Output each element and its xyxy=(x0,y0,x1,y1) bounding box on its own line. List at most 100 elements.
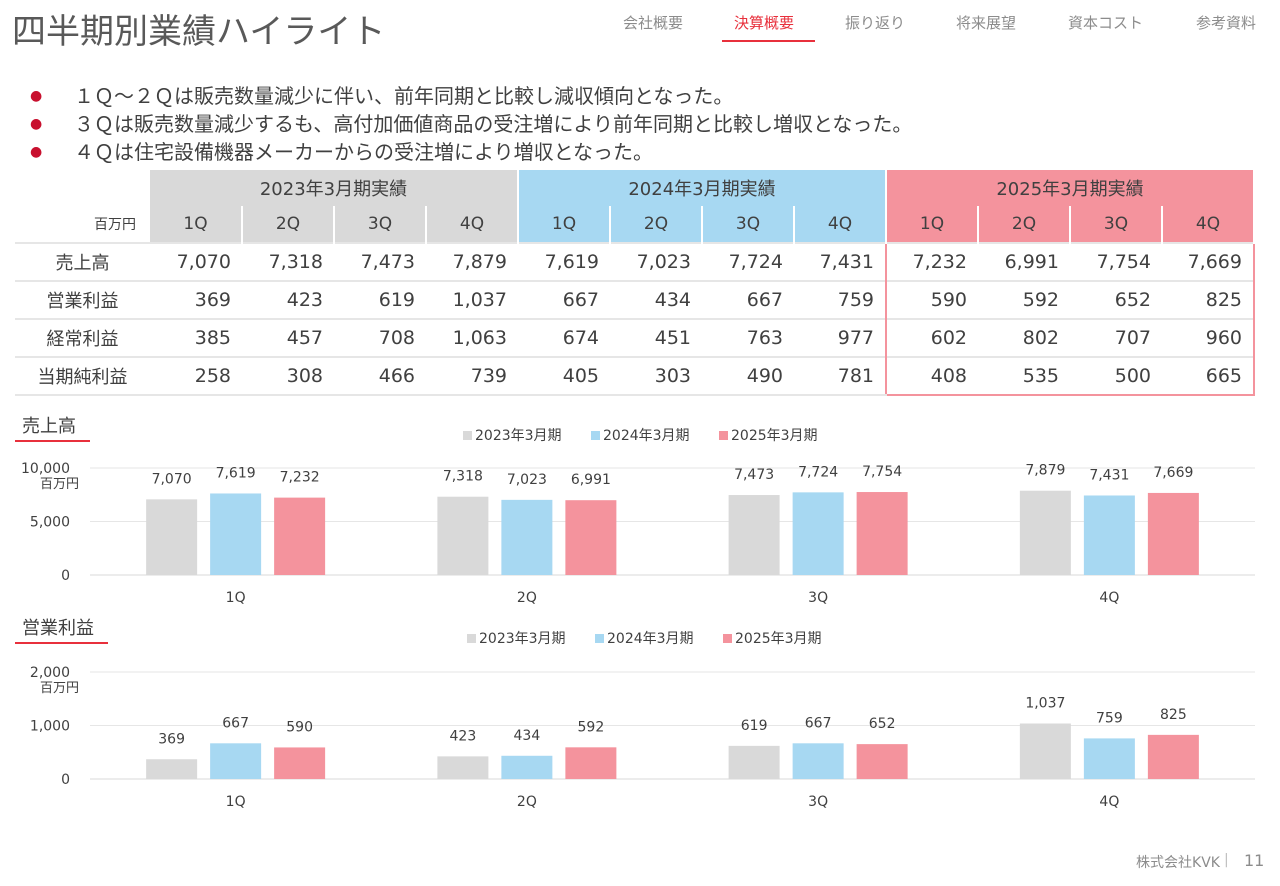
year-header-2024: 2024年3月期実績 xyxy=(518,170,887,206)
data-label: 434 xyxy=(514,728,541,744)
table-cell: 674 xyxy=(518,318,610,357)
quarter-header: 1Q xyxy=(886,206,979,243)
y-tick-label: 2,000 xyxy=(30,665,70,681)
data-label: 369 xyxy=(158,731,185,747)
table-year-header-row: 2023年3月期実績 2024年3月期実績 2025年3月期実績 xyxy=(15,170,1255,206)
table-cell: 7,879 xyxy=(426,242,518,281)
y-unit-label: 百万円 xyxy=(40,477,79,492)
table-cell: 7,070 xyxy=(150,242,242,281)
y-tick-label: 10,000 xyxy=(21,461,70,477)
quarter-header: 3Q xyxy=(334,206,427,243)
row-label: 売上高 xyxy=(15,242,150,281)
y-unit-label: 百万円 xyxy=(40,681,79,696)
operating-profit-chart-title: 営業利益 xyxy=(22,618,94,639)
table-cell: 667 xyxy=(702,280,794,319)
table-cell: 763 xyxy=(702,318,794,357)
bar xyxy=(501,499,553,575)
x-tick-label: 3Q xyxy=(808,794,828,810)
table-cell: 825 xyxy=(1162,280,1255,319)
nav-financial-summary[interactable]: 決算概要 xyxy=(734,14,795,32)
nav-review[interactable]: 振り返り xyxy=(845,14,906,32)
table-cell: 466 xyxy=(334,356,426,396)
table-unit: 百万円 xyxy=(94,217,136,233)
quarter-header: 1Q xyxy=(518,206,611,243)
bullet-item: ● １Ｑ～２Ｑは販売数量減少に伴い、前年同期と比較し減収傾向となった。 xyxy=(30,82,912,110)
data-label: 759 xyxy=(1096,710,1123,726)
data-label: 590 xyxy=(286,719,313,735)
table-cell: 1,037 xyxy=(426,280,518,319)
row-label: 経常利益 xyxy=(15,318,150,357)
data-label: 619 xyxy=(741,718,768,734)
x-tick-label: 2Q xyxy=(517,794,537,810)
nav-active-underline xyxy=(722,40,815,42)
y-tick-label: 5,000 xyxy=(30,515,70,531)
data-label: 652 xyxy=(869,716,896,732)
bar xyxy=(210,743,262,779)
table-cell: 7,318 xyxy=(242,242,334,281)
nav-outlook[interactable]: 将来展望 xyxy=(956,14,1017,32)
table-cell: 7,619 xyxy=(518,242,610,281)
legend-swatch xyxy=(723,634,732,643)
table-cell: 7,669 xyxy=(1162,242,1255,281)
quarter-header: 3Q xyxy=(1070,206,1163,243)
bar xyxy=(1147,492,1199,575)
data-label: 825 xyxy=(1160,707,1187,723)
quarter-header: 2Q xyxy=(978,206,1071,243)
table-quarter-header-row: 百万円 1Q 2Q 3Q 4Q 1Q 2Q 3Q 4Q 1Q 2Q 3Q 4Q xyxy=(15,206,1255,243)
bar xyxy=(274,747,326,779)
quarter-header: 4Q xyxy=(426,206,519,243)
footer-company: 株式会社KVK xyxy=(1136,855,1220,871)
table-cell: 7,724 xyxy=(702,242,794,281)
data-label: 7,669 xyxy=(1153,465,1193,481)
bar xyxy=(501,755,553,779)
x-tick-label: 4Q xyxy=(1099,590,1119,606)
page-number: 11 xyxy=(1244,851,1265,870)
legend-label: 2024年3月期 xyxy=(607,631,694,647)
nav-reference[interactable]: 参考資料 xyxy=(1196,14,1257,32)
x-tick-label: 1Q xyxy=(226,590,246,606)
table-cell: 408 xyxy=(885,356,978,396)
table-cell: 7,473 xyxy=(334,242,426,281)
table-cell: 451 xyxy=(610,318,702,357)
table-cell: 7,232 xyxy=(885,242,978,281)
nav-cost-of-capital[interactable]: 資本コスト xyxy=(1068,14,1144,32)
year-header-2023: 2023年3月期実績 xyxy=(150,170,519,206)
table-cell: 490 xyxy=(702,356,794,396)
quarterly-results-table: 2023年3月期実績 2024年3月期実績 2025年3月期実績 百万円 1Q … xyxy=(15,170,1255,396)
legend-swatch xyxy=(591,431,600,440)
quarter-header: 1Q xyxy=(150,206,243,243)
table-cell: 708 xyxy=(334,318,426,357)
operating-profit-chart-title-underline xyxy=(15,642,108,644)
legend-label: 2023年3月期 xyxy=(479,631,566,647)
data-label: 423 xyxy=(450,728,477,744)
table-cell: 802 xyxy=(978,318,1070,357)
table-cell: 385 xyxy=(150,318,242,357)
data-label: 7,473 xyxy=(734,467,774,483)
table-cell: 739 xyxy=(426,356,518,396)
nav-company-overview[interactable]: 会社概要 xyxy=(623,14,684,32)
top-nav: 会社概要 決算概要 振り返り 将来展望 資本コスト 参考資料 xyxy=(600,12,1268,44)
data-label: 7,754 xyxy=(862,464,902,480)
table-cell: 759 xyxy=(794,280,886,319)
legend-label: 2025年3月期 xyxy=(731,428,818,444)
data-label: 7,879 xyxy=(1025,463,1065,479)
table-corner xyxy=(15,170,150,206)
row-label: 営業利益 xyxy=(15,280,150,319)
table-cell: 960 xyxy=(1162,318,1255,357)
table-row-operating-profit: 営業利益 369 423 619 1,037 667 434 667 759 5… xyxy=(15,280,1255,319)
table-cell: 1,063 xyxy=(426,318,518,357)
table-cell: 500 xyxy=(1070,356,1162,396)
table-row-sales: 売上高 7,070 7,318 7,473 7,879 7,619 7,023 … xyxy=(15,242,1255,281)
table-cell: 592 xyxy=(978,280,1070,319)
bar xyxy=(728,495,780,575)
bar xyxy=(1083,495,1135,575)
legend-label: 2025年3月期 xyxy=(735,631,822,647)
data-label: 1,037 xyxy=(1025,696,1065,712)
table-cell: 781 xyxy=(794,356,886,396)
y-tick-label: 1,000 xyxy=(30,719,70,735)
table-cell: 405 xyxy=(518,356,610,396)
bar xyxy=(1019,723,1071,779)
table-cell: 667 xyxy=(518,280,610,319)
bullet-text: ４Ｑは住宅設備機器メーカーからの受注増により増収となった。 xyxy=(74,140,653,164)
